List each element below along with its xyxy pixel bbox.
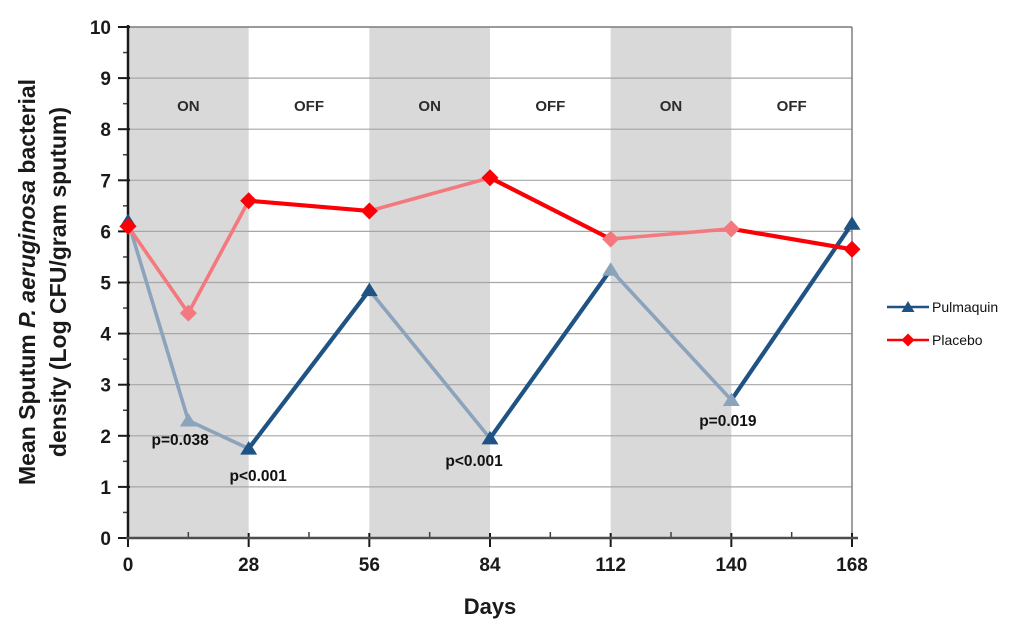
y-tick-label: 4	[100, 325, 111, 346]
pulmaquin-line-segment	[608, 267, 734, 402]
band-label: OFF	[535, 98, 565, 115]
y-axis-title-line2: density (Log CFU/gram sputum)	[45, 106, 71, 458]
x-tick-label: 0	[123, 555, 134, 576]
pulmaquin-marker	[843, 216, 861, 230]
pulmaquin-line-triangle-icon	[887, 301, 929, 312]
x-tick-label: 56	[359, 555, 380, 576]
y-title-species-italic: P. aeruginosa	[14, 179, 40, 328]
band-label: ON	[418, 98, 441, 115]
y-tick-label: 1	[100, 478, 111, 499]
y-title-prefix: Mean Sputum	[14, 327, 40, 486]
placebo-marker	[722, 220, 740, 238]
legend-label-pulmaquin: Pulmaquin	[932, 299, 999, 315]
y-tick-label: 9	[100, 69, 111, 90]
legend-marker	[901, 333, 915, 347]
placebo-marker	[481, 169, 499, 187]
legend-label-placebo: Placebo	[932, 332, 983, 348]
x-axis-title: Days	[463, 594, 517, 619]
y-tick-label: 2	[100, 427, 111, 448]
p-value-annotation: p=0.038	[151, 432, 209, 449]
band-label: ON	[177, 98, 200, 115]
pulmaquin-marker	[481, 430, 499, 445]
pulmaquin-line-segment	[126, 219, 191, 423]
y-tick-label: 8	[100, 120, 111, 141]
legend-marker	[901, 301, 915, 312]
p-value-annotation: p<0.001	[229, 468, 287, 485]
y-tick-label: 3	[100, 376, 111, 397]
pulmaquin-marker	[360, 282, 378, 297]
pulmaquin-marker	[240, 441, 258, 455]
placebo-line-segment	[729, 226, 855, 252]
pulmaquin-line-segment	[367, 288, 492, 441]
y-tick-label: 10	[90, 18, 111, 39]
placebo-marker	[119, 217, 137, 235]
x-tick-label: 84	[479, 555, 501, 576]
pulmaquin-marker	[722, 392, 740, 407]
pulmaquin-marker	[179, 412, 197, 427]
placebo-line-segment	[246, 198, 372, 214]
legend-item-pulmaquin: Pulmaquin	[886, 299, 998, 315]
y-tick-label: 0	[100, 529, 111, 550]
placebo-line-segment	[186, 198, 251, 315]
y-tick-label: 6	[100, 222, 111, 243]
y-tick-label: 7	[100, 171, 111, 192]
placebo-marker	[179, 304, 197, 322]
band-label: ON	[660, 98, 683, 115]
y-axis-title: Mean Sputum P. aeruginosa bacterial dens…	[12, 2, 76, 562]
y-tick-label: 5	[100, 274, 111, 295]
placebo-marker	[360, 202, 378, 220]
placebo-line-diamond-icon	[887, 333, 929, 347]
band-label: OFF	[294, 98, 324, 115]
pulmaquin-line-segment	[729, 221, 855, 403]
placebo-marker	[843, 240, 861, 258]
x-tick-label: 168	[836, 555, 868, 576]
y-axis-title-line1: Mean Sputum P. aeruginosa bacterial	[14, 79, 40, 485]
placebo-line-segment	[487, 175, 613, 242]
band-label: OFF	[777, 98, 807, 115]
p-value-annotation: p=0.019	[699, 413, 757, 430]
legend-item-placebo: Placebo	[886, 332, 998, 348]
placebo-marker	[602, 230, 620, 248]
y-title-suffix: bacterial	[14, 78, 40, 180]
pulmaquin-line-segment	[487, 267, 613, 441]
pulmaquin-line-segment	[186, 418, 251, 451]
x-tick-label: 28	[238, 555, 259, 576]
placebo-line-segment	[367, 175, 492, 213]
placebo-marker	[240, 192, 258, 210]
legend: Pulmaquin Placebo	[886, 299, 998, 348]
x-tick-label: 112	[595, 555, 626, 576]
p-value-annotation: p<0.001	[445, 453, 503, 470]
placebo-line-segment	[126, 224, 191, 315]
x-tick-label: 140	[715, 555, 747, 576]
pulmaquin-line-segment	[246, 288, 372, 451]
placebo-line-segment	[608, 227, 734, 241]
pulmaquin-marker	[602, 262, 620, 276]
